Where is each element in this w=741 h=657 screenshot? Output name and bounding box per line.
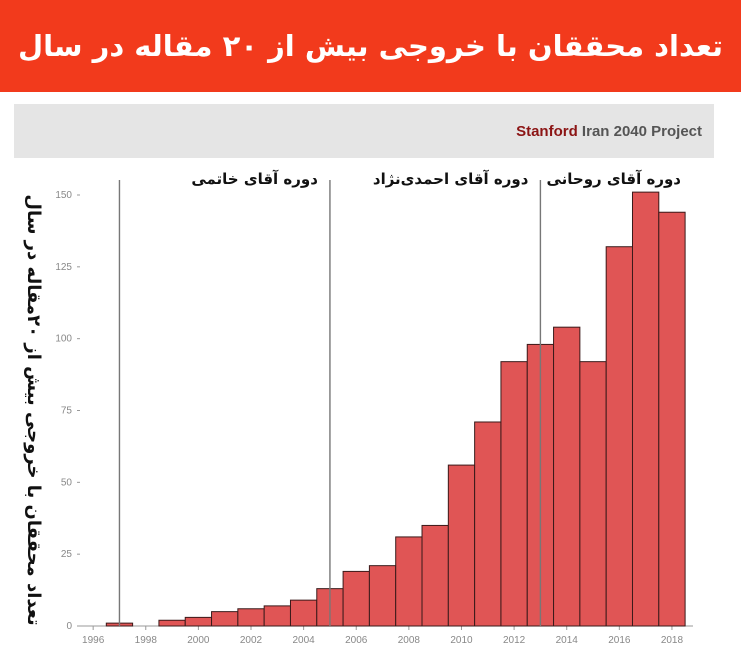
x-tick-label: 2018 bbox=[661, 635, 684, 646]
bar bbox=[605, 246, 633, 627]
era-label: دوره آقای خاتمی bbox=[191, 170, 318, 188]
bar bbox=[237, 608, 265, 627]
y-tick-label: 75 bbox=[61, 406, 73, 417]
bar bbox=[342, 570, 370, 627]
title-banner: تعداد محققان با خروجی بیش از ۲۰ مقاله در… bbox=[0, 0, 741, 92]
bar bbox=[474, 421, 502, 627]
y-tick-label: 25 bbox=[61, 549, 73, 560]
chart-title: تعداد محققان با خروجی بیش از ۲۰ مقاله در… bbox=[17, 29, 724, 63]
bar bbox=[211, 611, 239, 627]
y-tick-label: 125 bbox=[55, 262, 72, 273]
bar bbox=[631, 191, 660, 627]
x-tick-label: 2008 bbox=[398, 635, 421, 646]
x-tick-label: 2010 bbox=[450, 635, 473, 646]
y-tick-label: 100 bbox=[55, 334, 72, 345]
x-tick-label: 1998 bbox=[135, 635, 158, 646]
x-tick-label: 2004 bbox=[293, 635, 316, 646]
bar bbox=[184, 616, 213, 627]
bar bbox=[658, 211, 686, 627]
y-tick-label: 50 bbox=[61, 477, 73, 488]
x-tick-label: 2012 bbox=[503, 635, 526, 646]
x-tick-label: 2006 bbox=[345, 635, 368, 646]
x-tick-label: 2016 bbox=[608, 635, 631, 646]
bar bbox=[553, 326, 581, 627]
bar bbox=[447, 464, 476, 627]
y-tick-label: 0 bbox=[66, 621, 72, 632]
bar bbox=[421, 524, 449, 627]
bar bbox=[579, 361, 607, 627]
project-bar: Stanford Iran 2040 Project bbox=[14, 104, 714, 158]
era-label: دوره آقای روحانی bbox=[546, 170, 681, 188]
project-label: Stanford Iran 2040 Project bbox=[516, 123, 702, 140]
project-name: Iran 2040 Project bbox=[577, 122, 702, 140]
bar bbox=[158, 619, 186, 627]
y-tick-label: 150 bbox=[55, 190, 72, 201]
x-tick-label: 2000 bbox=[187, 635, 210, 646]
bar bbox=[263, 605, 291, 627]
bar bbox=[500, 361, 528, 627]
era-label: دوره آقای احمدی‌نژاد bbox=[373, 170, 529, 188]
bar bbox=[289, 599, 318, 627]
bar bbox=[368, 565, 397, 627]
x-tick-label: 2002 bbox=[240, 635, 263, 646]
bar bbox=[395, 536, 423, 627]
x-tick-label: 2014 bbox=[556, 635, 579, 646]
project-brand: Stanford bbox=[516, 122, 578, 140]
x-tick-label: 1996 bbox=[82, 635, 105, 646]
